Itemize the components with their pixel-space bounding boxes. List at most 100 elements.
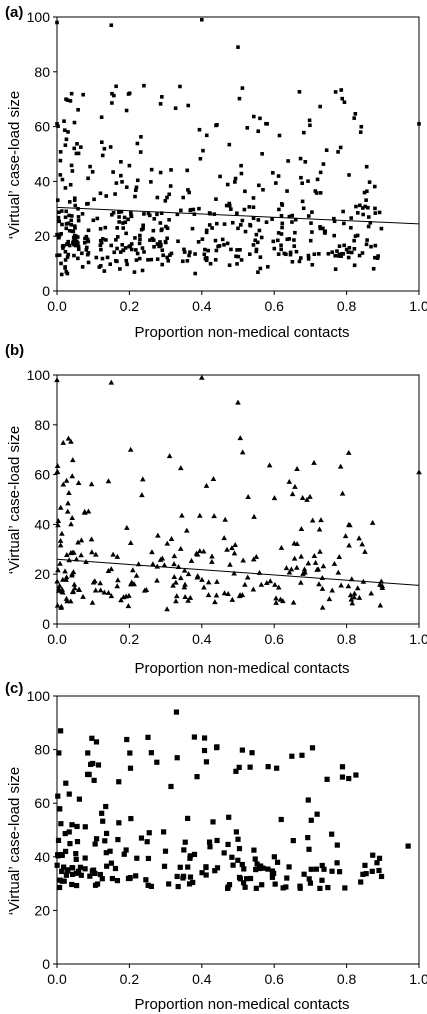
data-point <box>365 189 369 194</box>
data-point <box>94 881 101 887</box>
data-point <box>124 524 130 530</box>
data-point <box>260 152 264 156</box>
data-point <box>339 774 346 780</box>
data-point <box>340 96 344 101</box>
data-point <box>277 133 282 138</box>
data-point <box>247 252 252 256</box>
data-point <box>286 864 292 870</box>
data-point <box>294 564 300 570</box>
data-point <box>316 581 322 587</box>
data-point <box>224 546 230 552</box>
data-point <box>190 879 196 886</box>
data-point <box>298 156 303 161</box>
data-point <box>360 251 365 255</box>
data-point <box>76 247 81 252</box>
data-point <box>211 513 217 519</box>
data-point <box>159 211 164 215</box>
data-point <box>177 864 183 870</box>
data-point <box>99 247 103 252</box>
data-point <box>64 137 69 142</box>
data-point <box>72 146 77 151</box>
data-point <box>331 560 338 566</box>
data-point <box>56 750 62 756</box>
data-point <box>63 266 67 270</box>
data-point <box>108 262 113 267</box>
data-point <box>294 249 299 254</box>
data-point <box>117 215 121 219</box>
data-point <box>125 262 129 267</box>
data-point <box>97 871 103 878</box>
data-point <box>253 238 258 243</box>
data-point <box>151 228 156 233</box>
trend-line <box>56 206 420 225</box>
data-point <box>310 262 315 267</box>
data-point <box>342 243 346 248</box>
data-point <box>171 553 178 559</box>
data-point <box>181 584 188 590</box>
data-point <box>127 540 134 546</box>
data-point <box>279 232 284 236</box>
y-axis-label-a: ‘Virtual’ case-load size <box>6 91 23 239</box>
data-point <box>98 227 103 231</box>
data-point <box>355 211 360 215</box>
data-point <box>276 231 281 235</box>
data-point <box>120 243 125 247</box>
data-point <box>57 560 63 566</box>
data-point <box>83 236 87 241</box>
data-point <box>92 197 96 202</box>
data-point <box>277 207 281 212</box>
data-point <box>129 247 134 252</box>
data-point <box>187 853 193 859</box>
x-tick-label: 0.6 <box>264 631 284 647</box>
data-point <box>73 856 79 862</box>
data-point <box>119 160 123 164</box>
data-point <box>307 118 312 123</box>
data-point <box>254 232 259 237</box>
data-point <box>264 121 268 126</box>
data-point <box>181 195 186 200</box>
data-point <box>242 581 248 587</box>
data-point <box>173 106 178 111</box>
data-point <box>352 238 356 243</box>
data-point <box>98 238 103 243</box>
data-point <box>142 250 146 254</box>
data-point <box>64 226 69 231</box>
data-point <box>213 238 218 243</box>
data-point <box>56 806 63 812</box>
data-point <box>99 140 104 144</box>
data-point <box>209 558 215 564</box>
data-point <box>185 815 191 822</box>
data-point <box>284 875 290 881</box>
data-point <box>256 270 260 274</box>
data-point <box>67 213 71 218</box>
data-point <box>118 597 124 603</box>
data-point <box>280 885 286 891</box>
data-point <box>239 449 246 455</box>
data-point <box>108 566 115 572</box>
data-point <box>99 240 104 245</box>
data-point <box>280 225 284 230</box>
data-point <box>191 734 198 740</box>
data-point <box>129 214 134 219</box>
data-point <box>171 561 177 567</box>
data-point <box>189 207 193 212</box>
data-point <box>265 764 271 770</box>
data-point <box>291 555 298 561</box>
data-point <box>312 252 317 257</box>
data-point <box>365 238 369 242</box>
data-point <box>318 170 323 175</box>
x-tick-label: 0.6 <box>264 298 284 314</box>
data-point <box>105 255 110 260</box>
data-point <box>179 512 185 518</box>
data-point <box>300 199 305 204</box>
data-point <box>335 569 342 575</box>
data-point <box>216 244 220 249</box>
data-point <box>120 594 127 600</box>
data-point <box>272 246 277 251</box>
data-point <box>182 247 186 252</box>
data-point <box>99 876 105 882</box>
data-point <box>80 593 86 599</box>
data-point <box>280 598 286 604</box>
data-point <box>174 755 180 761</box>
y-tick-label: 60 <box>34 467 50 483</box>
